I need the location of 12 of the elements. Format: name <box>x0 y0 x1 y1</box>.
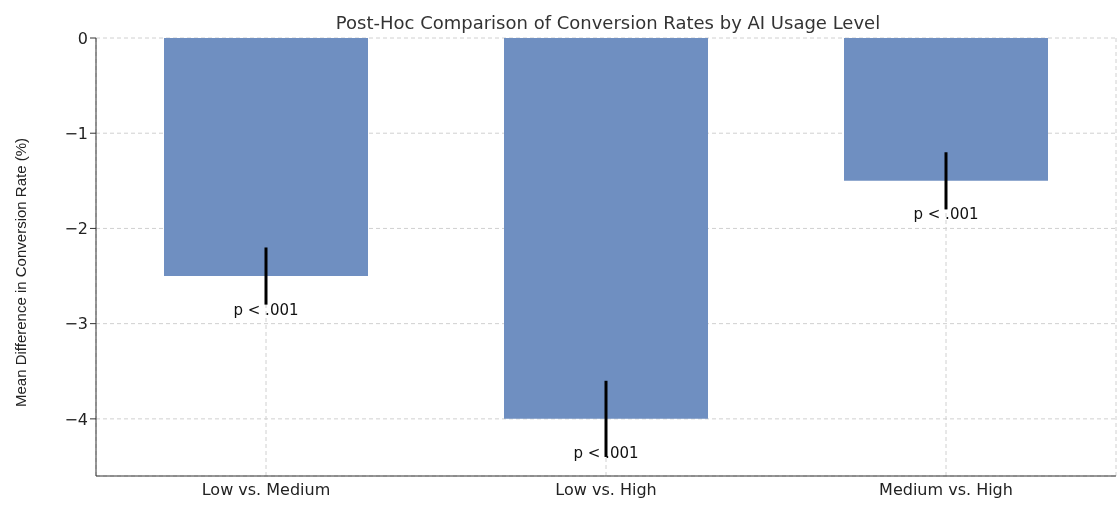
chart-title: Post-Hoc Comparison of Conversion Rates by AI Usage Level <box>334 12 882 33</box>
y-tick-label: −2 <box>64 219 88 239</box>
annotation: p < .001 <box>913 205 979 224</box>
annotation: p < .001 <box>233 300 299 319</box>
y-tick-label: −1 <box>64 123 88 143</box>
y-tick-label: −3 <box>64 314 88 334</box>
y-tick-label: −4 <box>64 409 88 429</box>
y-tick-label: 0 <box>77 28 88 48</box>
x-tick-label: Medium vs. High <box>879 480 1013 500</box>
x-tick-label: Low vs. Medium <box>201 480 331 500</box>
x-tick-label: Low vs. High <box>555 480 657 500</box>
y-axis-title: Mean Difference in Conversion Rate (%) <box>12 137 30 407</box>
